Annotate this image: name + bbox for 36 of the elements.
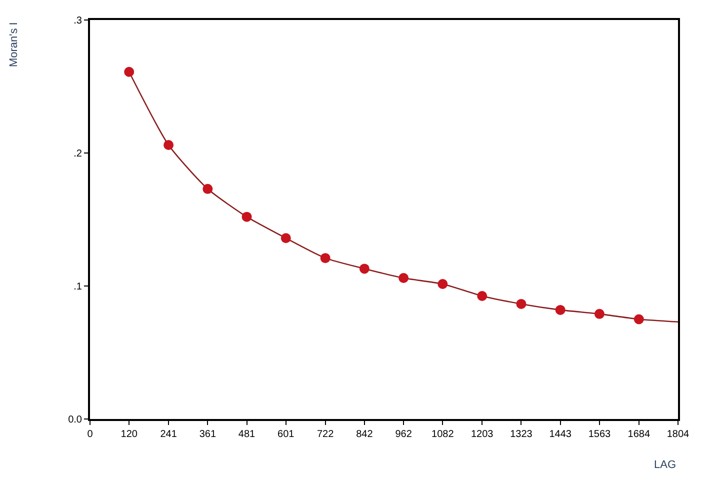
x-tick-label: 722 xyxy=(316,429,334,440)
point xyxy=(477,290,488,301)
point xyxy=(124,66,134,77)
x-tick-label: 241 xyxy=(160,429,178,440)
point xyxy=(164,140,174,150)
point xyxy=(398,273,409,284)
x-tick-label: 962 xyxy=(395,429,412,440)
x-axis-title: LAG xyxy=(654,459,676,471)
x-tick-label: 1323 xyxy=(510,429,533,440)
y-tick-label: .2 xyxy=(74,148,82,160)
x-tick-label: 1804 xyxy=(666,429,690,440)
y-tick-label: .1 xyxy=(74,282,82,292)
point xyxy=(280,233,291,244)
x-tick-label: 842 xyxy=(356,429,374,440)
point xyxy=(555,304,566,315)
point xyxy=(634,314,644,324)
x-tick-label: 601 xyxy=(278,429,295,440)
point xyxy=(516,298,526,309)
x-tick-label: 120 xyxy=(120,429,138,440)
point xyxy=(242,212,252,222)
x-tick-label: 361 xyxy=(199,429,216,440)
x-tick-label: 481 xyxy=(238,429,256,440)
point xyxy=(202,184,213,194)
x-tick-label: 1203 xyxy=(470,429,494,440)
point xyxy=(320,253,330,264)
y-axis-title: Moran's I xyxy=(8,22,20,68)
x-tick-label: 1563 xyxy=(588,429,612,440)
y-tick-label: 0.0 xyxy=(68,414,82,426)
x-tick-label: 1684 xyxy=(628,429,650,440)
point xyxy=(594,308,604,319)
x-tick-label: 1443 xyxy=(549,429,572,440)
x-tick-label: 0 xyxy=(87,429,94,440)
x-tick-label: 1082 xyxy=(432,429,454,440)
point xyxy=(438,279,448,290)
y-tick-label: .3 xyxy=(74,16,82,26)
point xyxy=(359,264,370,274)
